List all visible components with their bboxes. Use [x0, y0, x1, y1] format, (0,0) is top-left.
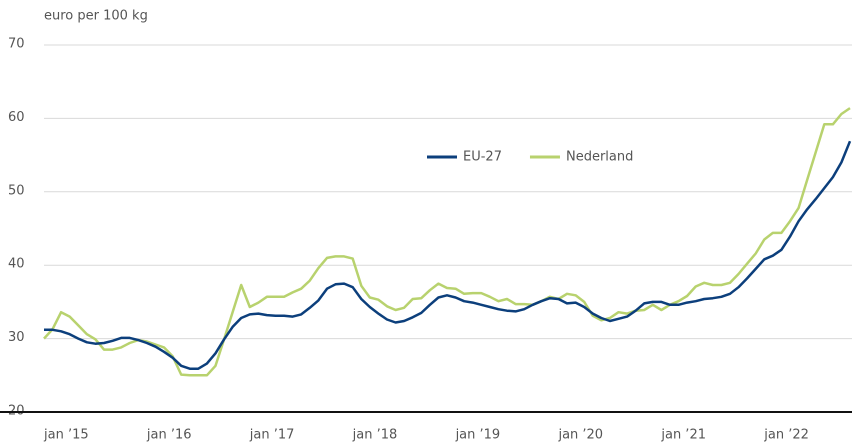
y-axis-label: euro per 100 kg — [44, 9, 148, 24]
x-tick-label: jan ’20 — [557, 428, 603, 443]
y-tick-label: 70 — [8, 37, 25, 52]
legend-label: Nederland — [566, 150, 633, 165]
y-tick-label: 30 — [8, 330, 25, 345]
x-tick-label: jan ’19 — [455, 428, 501, 443]
x-tick-label: jan ’16 — [146, 428, 192, 443]
x-tick-label: jan ’17 — [249, 428, 295, 443]
x-tick-label: jan ’21 — [660, 428, 706, 443]
y-tick-label: 60 — [8, 110, 25, 125]
series-line — [43, 107, 851, 377]
x-tick-label: jan ’22 — [763, 428, 809, 443]
x-tick-label: jan ’15 — [43, 428, 89, 443]
series-line — [44, 140, 852, 370]
y-tick-label: 40 — [8, 257, 25, 272]
x-tick-label: jan ’18 — [352, 428, 398, 443]
y-tick-label: 50 — [8, 183, 25, 198]
legend-label: EU-27 — [463, 150, 502, 165]
